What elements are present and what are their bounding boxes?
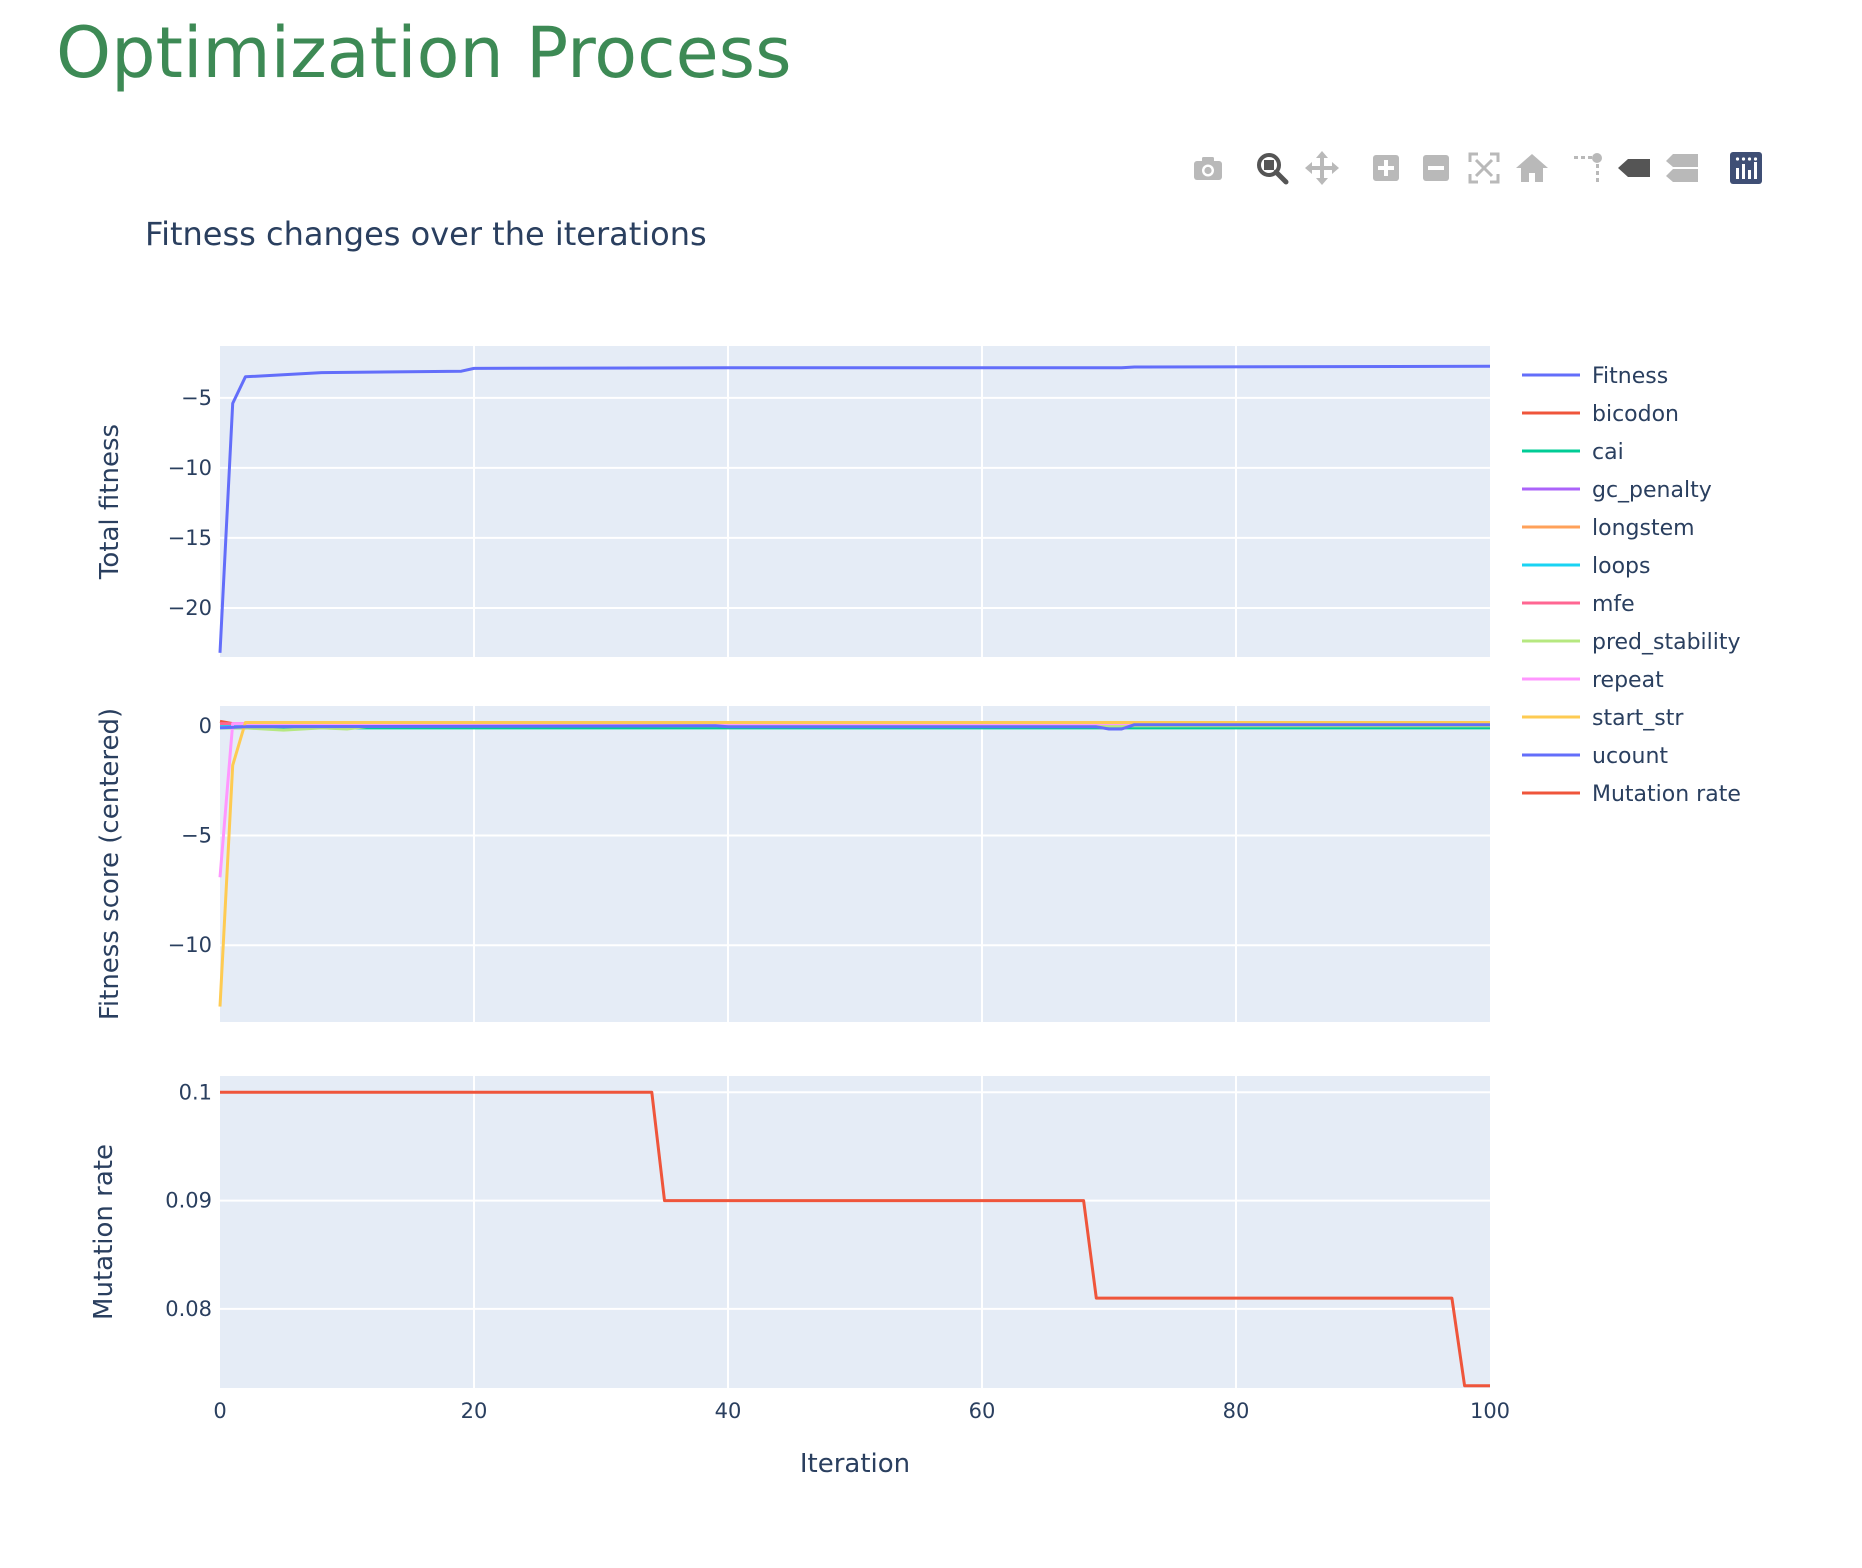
y-tick-label: 0.08 [165, 1297, 212, 1321]
x-tick-label: 80 [1223, 1399, 1250, 1423]
legend-label: gc_penalty [1592, 478, 1712, 503]
zoom-icon[interactable] [1254, 150, 1290, 186]
y-tick-label: −5 [181, 386, 212, 410]
home-icon[interactable] [1514, 150, 1550, 186]
legend-label: Mutation rate [1592, 782, 1741, 807]
x-tick-label: 20 [461, 1399, 488, 1423]
zoom-out-icon[interactable] [1418, 150, 1454, 186]
y-axis-label: Mutation rate [89, 1144, 119, 1320]
y-tick-label: 0.1 [179, 1080, 212, 1104]
y-axis-label: Total fitness [95, 424, 125, 580]
legend-label: bicodon [1592, 402, 1679, 427]
legend: Fitness bicodon cai gc_penalty longstem loops… [1522, 364, 1741, 807]
plot-background [220, 706, 1490, 1022]
autoscale-icon[interactable] [1466, 150, 1502, 186]
y-tick-label: −15 [168, 526, 212, 550]
legend-label: start_str [1592, 706, 1684, 731]
subplot-3: 0.08 0.09 0.1 Mutation rate [89, 1076, 1490, 1388]
plot-background [220, 1076, 1490, 1388]
y-axis-label: Fitness score (centered) [95, 708, 125, 1020]
legend-item[interactable]: cai [1522, 440, 1624, 465]
legend-label: pred_stability [1592, 630, 1741, 655]
y-tick-label: −10 [168, 456, 212, 480]
y-tick-label: −20 [168, 596, 212, 620]
legend-item[interactable]: longstem [1522, 516, 1695, 541]
legend-item[interactable]: repeat [1522, 668, 1664, 693]
legend-item[interactable]: start_str [1522, 706, 1684, 731]
legend-item[interactable]: bicodon [1522, 402, 1679, 427]
legend-item[interactable]: loops [1522, 554, 1650, 579]
plotly-logo-icon[interactable] [1728, 150, 1764, 186]
hover-compare-icon[interactable] [1664, 150, 1700, 186]
page-title: Optimization Process [56, 12, 792, 94]
plot-background [220, 346, 1490, 657]
x-tick-label: 60 [969, 1399, 996, 1423]
legend-item[interactable]: ucount [1522, 744, 1668, 769]
x-axis-label: Iteration [800, 1449, 910, 1479]
chart-title: Fitness changes over the iterations [145, 215, 707, 253]
y-tick-label: −5 [181, 823, 212, 847]
camera-icon[interactable] [1190, 150, 1226, 186]
pan-icon[interactable] [1304, 150, 1340, 186]
y-tick-label: −10 [168, 933, 212, 957]
legend-label: mfe [1592, 592, 1635, 617]
series-line-ucount[interactable] [219, 723, 1490, 731]
legend-item[interactable]: gc_penalty [1522, 478, 1712, 503]
spike-lines-icon[interactable] [1570, 150, 1606, 186]
legend-label: Fitness [1592, 364, 1668, 389]
y-tick-label: 0.09 [165, 1189, 212, 1213]
legend-label: ucount [1592, 744, 1668, 769]
zoom-in-icon[interactable] [1368, 150, 1404, 186]
legend-item[interactable]: Mutation rate [1522, 782, 1741, 807]
legend-item[interactable]: Fitness [1522, 364, 1668, 389]
legend-item[interactable]: pred_stability [1522, 630, 1741, 655]
x-tick-label: 100 [1470, 1399, 1510, 1423]
hover-closest-icon[interactable] [1616, 150, 1652, 186]
subplot-1: −20 −15 −10 −5 Total fitness [95, 346, 1491, 657]
x-tick-label: 40 [715, 1399, 742, 1423]
subplot-2: −10 −5 0 Fitness score (centered) [95, 706, 1490, 1022]
x-tick-label: 0 [213, 1399, 226, 1423]
y-tick-label: 0 [199, 714, 212, 738]
legend-label: loops [1592, 554, 1650, 579]
legend-label: cai [1592, 440, 1624, 465]
legend-label: repeat [1592, 668, 1664, 693]
legend-label: longstem [1592, 516, 1695, 541]
legend-item[interactable]: mfe [1522, 592, 1635, 617]
series-line-fitness[interactable] [218, 364, 1491, 653]
modebar-toolbar [1190, 150, 1790, 190]
series-line-mutation-rate[interactable] [220, 1090, 1490, 1388]
series-line-start-str[interactable] [218, 721, 1490, 1007]
